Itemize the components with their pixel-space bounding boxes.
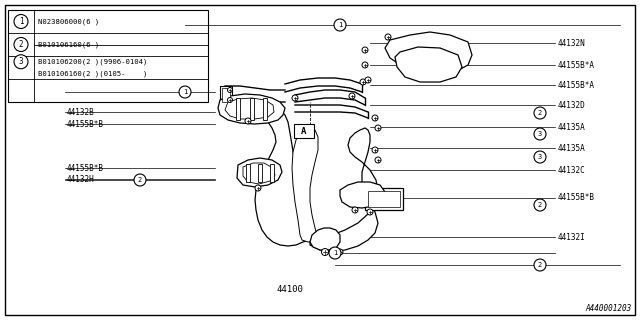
Circle shape (337, 249, 343, 255)
Text: 2: 2 (138, 177, 142, 183)
Circle shape (14, 55, 28, 69)
Circle shape (372, 147, 378, 153)
Text: B010106160(6 ): B010106160(6 ) (38, 41, 99, 48)
Circle shape (362, 47, 368, 53)
Text: 3: 3 (538, 131, 542, 137)
Circle shape (255, 185, 261, 191)
Text: 2: 2 (538, 110, 542, 116)
Text: 1: 1 (183, 89, 187, 95)
Circle shape (534, 128, 546, 140)
Polygon shape (225, 98, 274, 119)
Bar (8, 10, 208, 102)
Bar (246, 164, 250, 182)
Text: 44155B*A: 44155B*A (558, 81, 595, 90)
FancyBboxPatch shape (294, 124, 314, 138)
Circle shape (360, 79, 366, 85)
Text: 44132D: 44132D (558, 100, 586, 109)
Circle shape (134, 174, 146, 186)
Text: 44155B*A: 44155B*A (558, 60, 595, 69)
Bar (270, 164, 274, 182)
Circle shape (362, 62, 368, 68)
Text: 2: 2 (19, 40, 23, 49)
Text: B010106200(2 )(9906-0104): B010106200(2 )(9906-0104) (38, 59, 147, 65)
Polygon shape (218, 94, 285, 124)
Circle shape (385, 34, 391, 40)
Text: 44155B*B: 44155B*B (67, 119, 104, 129)
Circle shape (227, 98, 232, 102)
Bar (368, 191, 400, 207)
Circle shape (534, 107, 546, 119)
Text: 44155B*B: 44155B*B (67, 164, 104, 172)
Circle shape (334, 19, 346, 31)
Polygon shape (243, 163, 275, 184)
Text: 44132C: 44132C (558, 165, 586, 174)
Text: A: A (301, 126, 307, 135)
Text: 44132N: 44132N (558, 38, 586, 47)
Bar (365, 188, 403, 210)
Text: N023806000(6 ): N023806000(6 ) (38, 18, 99, 25)
Circle shape (365, 77, 371, 83)
Text: 3: 3 (538, 154, 542, 160)
Text: 2: 2 (538, 202, 542, 208)
Circle shape (179, 86, 191, 98)
Bar (220, 86, 232, 104)
Circle shape (367, 209, 373, 215)
Polygon shape (385, 32, 472, 75)
Polygon shape (310, 128, 378, 252)
Circle shape (321, 249, 328, 255)
Bar (222, 88, 230, 102)
Bar (236, 98, 240, 120)
Circle shape (534, 199, 546, 211)
Text: 44132I: 44132I (558, 233, 586, 242)
Circle shape (352, 207, 358, 213)
Circle shape (14, 37, 28, 52)
Text: 1: 1 (333, 250, 337, 256)
Text: 44132H: 44132H (67, 174, 95, 183)
Text: 2: 2 (538, 262, 542, 268)
Polygon shape (237, 158, 282, 187)
Circle shape (14, 14, 28, 28)
Bar (263, 98, 267, 120)
Circle shape (534, 259, 546, 271)
Circle shape (375, 157, 381, 163)
Text: 44132B: 44132B (67, 108, 95, 116)
Polygon shape (255, 107, 310, 246)
Circle shape (534, 151, 546, 163)
Text: 1: 1 (19, 17, 23, 26)
Text: 44155B*B: 44155B*B (558, 194, 595, 203)
Circle shape (292, 95, 298, 101)
Circle shape (329, 247, 341, 259)
Text: 1: 1 (338, 22, 342, 28)
Text: A440001203: A440001203 (586, 304, 632, 313)
Circle shape (245, 118, 251, 124)
Polygon shape (340, 182, 385, 208)
Polygon shape (292, 127, 318, 242)
Text: 3: 3 (19, 57, 23, 66)
Circle shape (375, 125, 381, 131)
Circle shape (372, 115, 378, 121)
Text: 44135A: 44135A (558, 143, 586, 153)
Text: B010106160(2 )(0105-    ): B010106160(2 )(0105- ) (38, 70, 147, 76)
Circle shape (227, 87, 232, 92)
Text: 44135A: 44135A (558, 123, 586, 132)
Text: 44100: 44100 (276, 285, 303, 294)
Bar (250, 98, 254, 120)
Polygon shape (395, 47, 462, 82)
Circle shape (349, 93, 355, 99)
Bar (258, 164, 262, 182)
Polygon shape (310, 228, 340, 250)
